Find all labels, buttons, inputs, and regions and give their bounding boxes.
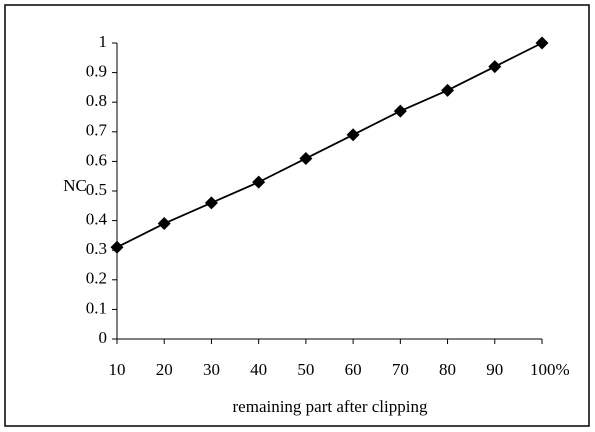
data-point bbox=[346, 128, 360, 142]
data-point bbox=[110, 240, 124, 254]
data-point bbox=[299, 151, 313, 165]
y-tick-label: 0.5 bbox=[86, 180, 107, 199]
y-tick-label: 0.9 bbox=[86, 62, 107, 81]
chart-border bbox=[4, 4, 590, 427]
data-point bbox=[252, 175, 266, 189]
y-tick-label: 0.8 bbox=[86, 91, 107, 110]
data-point bbox=[441, 83, 455, 97]
y-tick-label: 0.1 bbox=[86, 298, 107, 317]
data-point bbox=[157, 217, 171, 231]
data-point bbox=[488, 60, 502, 74]
data-point bbox=[535, 36, 549, 50]
x-axis-label: remaining part after clipping bbox=[233, 397, 428, 416]
x-tick-label: 70 bbox=[392, 360, 409, 379]
y-tick-label: 0 bbox=[99, 328, 108, 347]
y-axis-label: NC bbox=[63, 176, 87, 195]
x-tick-label: 80 bbox=[439, 360, 456, 379]
y-tick-label: 0.6 bbox=[86, 150, 107, 169]
x-tick-label: 40 bbox=[250, 360, 267, 379]
data-point bbox=[393, 104, 407, 118]
x-tick-label: 30 bbox=[203, 360, 220, 379]
y-tick-label: 0.2 bbox=[86, 269, 107, 288]
x-tick-label: 10 bbox=[109, 360, 126, 379]
x-tick-label: 50 bbox=[297, 360, 314, 379]
y-tick-label: 0.4 bbox=[86, 210, 108, 229]
x-tick-label: 90 bbox=[486, 360, 503, 379]
x-tick-label: 100% bbox=[530, 360, 570, 379]
y-tick-label: 0.3 bbox=[86, 239, 107, 258]
data-point bbox=[204, 196, 218, 210]
x-tick-label: 20 bbox=[156, 360, 173, 379]
y-tick-label: 1 bbox=[99, 32, 108, 51]
y-tick-label: 0.7 bbox=[86, 121, 108, 140]
series-line bbox=[116, 42, 543, 249]
x-tick-label: 60 bbox=[345, 360, 362, 379]
